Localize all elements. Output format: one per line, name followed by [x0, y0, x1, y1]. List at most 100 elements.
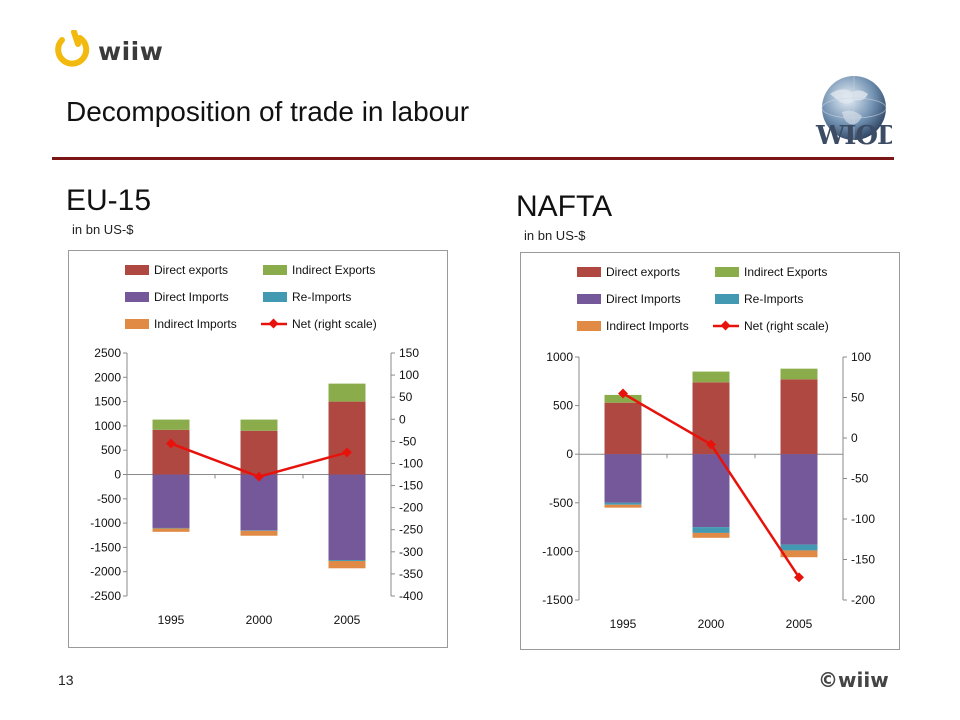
net-point-2005	[794, 572, 804, 583]
y-left-tick-label: 2000	[94, 370, 121, 384]
region-label-eu15: EU-15	[66, 184, 152, 217]
net-point-1995	[166, 438, 176, 449]
legend-swatch-re-imports	[715, 294, 739, 304]
bar-indirect-imports-2005	[780, 550, 818, 558]
bar-indirect-exports-2000	[240, 419, 278, 431]
bar-indirect-exports-2005	[328, 383, 366, 402]
wiod-logo: WIOD	[812, 72, 900, 155]
legend-label-3: Re-Imports	[292, 290, 351, 304]
net-point-2000	[254, 471, 264, 482]
legend-swatch-indirect-exports	[715, 267, 739, 277]
y-right-tick-label: -350	[399, 567, 423, 581]
y-left-tick-label: -2500	[90, 589, 121, 603]
bar-direct-imports-1995	[152, 474, 190, 528]
bar-indirect-exports-1995	[604, 394, 642, 403]
y-right-tick-label: -150	[399, 479, 423, 493]
wiiw-logo: wiiw	[54, 30, 163, 72]
legend-label-0: Direct exports	[154, 263, 228, 277]
bar-direct-exports-2005	[328, 401, 366, 475]
x-tick-label-2005: 2005	[334, 613, 361, 627]
y-left-tick-label: 500	[553, 399, 573, 413]
y-right-tick-label: -50	[399, 434, 417, 448]
chart-eu15: Direct exports Indirect Exports Direct Imp…	[90, 263, 423, 627]
bar-re-imports-2005	[328, 560, 366, 562]
legend-swatch-direct-imports	[125, 292, 149, 302]
x-tick-label-2005: 2005	[786, 617, 813, 631]
y-right-tick-label: -100	[399, 456, 423, 470]
y-left-tick-label: 1000	[94, 419, 121, 433]
page-title: Decomposition of trade in labour	[66, 96, 470, 127]
region-label-nafta: NAFTA	[516, 190, 613, 223]
bar-indirect-exports-1995	[152, 419, 190, 430]
y-right-tick-label: -200	[399, 501, 423, 515]
legend-label-2: Direct Imports	[606, 292, 681, 306]
legend-swatch-indirect-exports	[263, 265, 287, 275]
chart-panel-nafta: Direct exports Indirect Exports Direct Imp…	[520, 252, 900, 650]
y-right-tick-label: -50	[851, 472, 869, 486]
bar-direct-imports-2000	[692, 454, 730, 528]
legend-label-1: Indirect Exports	[744, 265, 827, 279]
y-right-tick-label: -300	[399, 545, 423, 559]
footer-brand: ©wiiw	[818, 668, 889, 692]
bar-indirect-imports-2000	[692, 532, 730, 538]
bar-indirect-imports-1995	[152, 528, 190, 532]
unit-label-nafta: in bn US-$	[524, 228, 586, 243]
bar-direct-exports-2005	[780, 379, 818, 455]
bar-re-imports-2000	[692, 527, 730, 533]
y-right-tick-label: 50	[851, 391, 865, 405]
chart-panel-eu15: Direct exports Indirect Exports Direct Imp…	[68, 250, 448, 648]
legend-swatch-re-imports	[263, 292, 287, 302]
y-left-tick-label: 0	[114, 468, 121, 482]
y-right-tick-label: 150	[399, 346, 419, 360]
bar-indirect-exports-2005	[780, 368, 818, 380]
y-right-tick-label: 0	[399, 412, 406, 426]
bar-direct-exports-1995	[152, 429, 190, 475]
chart-nafta: Direct exports Indirect Exports Direct Imp…	[542, 265, 875, 631]
y-left-tick-label: 500	[101, 443, 121, 457]
y-right-tick-label: 100	[851, 350, 871, 364]
y-right-tick-label: 0	[851, 431, 858, 445]
bar-direct-imports-2000	[240, 474, 278, 531]
globe-icon: WIOD	[815, 76, 900, 151]
y-right-tick-label: 100	[399, 368, 419, 382]
bar-direct-exports-2000	[240, 430, 278, 475]
x-tick-label-1995: 1995	[158, 613, 185, 627]
y-right-tick-label: -400	[399, 589, 423, 603]
unit-label-eu15: in bn US-$	[72, 222, 134, 237]
y-right-tick-label: -250	[399, 523, 423, 537]
legend-swatch-indirect-imports	[125, 319, 149, 329]
legend-label-5: Net (right scale)	[292, 317, 377, 331]
bar-indirect-imports-1995	[604, 504, 642, 508]
y-left-tick-label: 1000	[546, 350, 573, 364]
legend-label-2: Direct Imports	[154, 290, 229, 304]
legend-net-marker	[720, 320, 731, 331]
page-number: 13	[58, 672, 74, 688]
y-left-tick-label: -1000	[90, 516, 121, 530]
y-left-tick-label: -500	[549, 496, 573, 510]
y-left-tick-label: -2000	[90, 565, 121, 579]
legend-net-marker	[268, 318, 279, 329]
legend-swatch-indirect-imports	[577, 321, 601, 331]
bar-indirect-exports-2000	[692, 371, 730, 383]
y-left-tick-label: -500	[97, 492, 121, 506]
bar-re-imports-1995	[604, 502, 642, 505]
legend-label-4: Indirect Imports	[154, 317, 237, 331]
y-left-tick-label: 2500	[94, 346, 121, 360]
bar-direct-imports-2005	[780, 454, 818, 545]
bar-direct-imports-1995	[604, 454, 642, 503]
bar-direct-exports-1995	[604, 402, 642, 455]
legend-label-1: Indirect Exports	[292, 263, 375, 277]
legend-label-0: Direct exports	[606, 265, 680, 279]
legend-label-5: Net (right scale)	[744, 319, 829, 333]
y-left-tick-label: -1500	[542, 593, 573, 607]
net-point-2000	[706, 439, 716, 450]
y-right-tick-label: -150	[851, 553, 875, 567]
x-tick-label-1995: 1995	[610, 617, 637, 631]
wiod-logo-text: WIOD	[815, 121, 892, 150]
x-tick-label-2000: 2000	[246, 613, 273, 627]
bar-indirect-imports-2005	[328, 561, 366, 569]
legend-label-3: Re-Imports	[744, 292, 803, 306]
bar-indirect-imports-2000	[240, 530, 278, 536]
y-right-tick-label: -100	[851, 512, 875, 526]
wiiw-logo-icon	[55, 30, 90, 67]
